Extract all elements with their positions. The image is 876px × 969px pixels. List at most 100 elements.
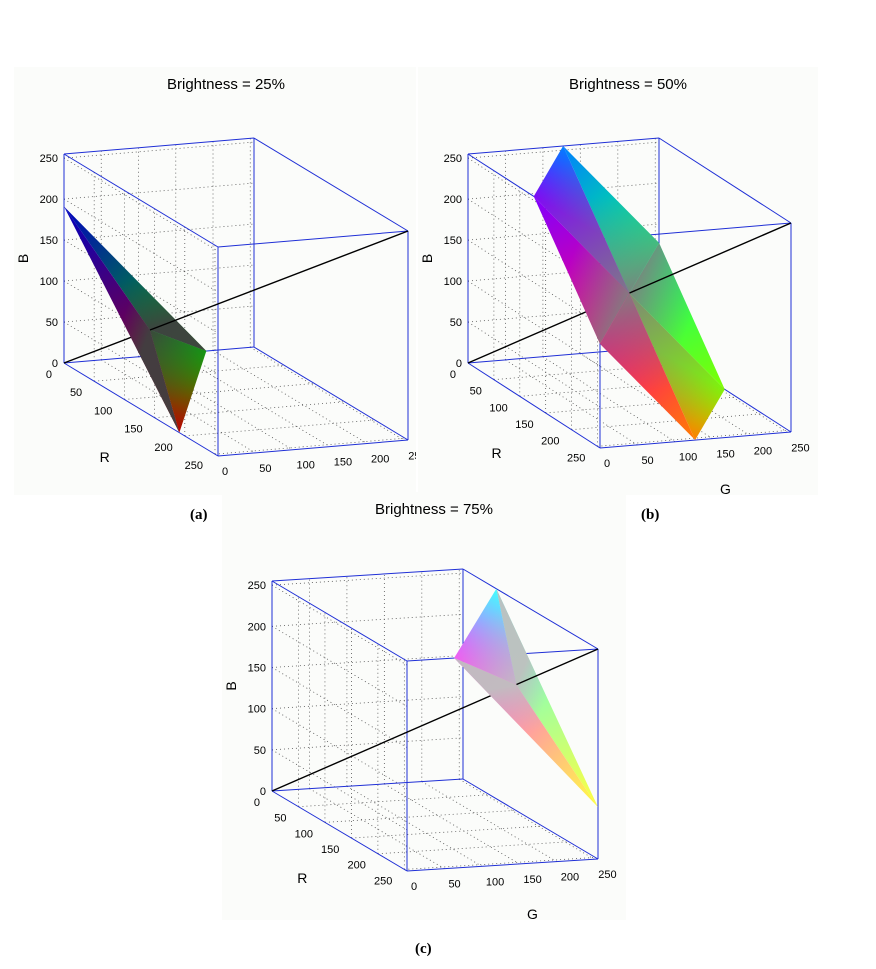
z-axis-label: B (15, 254, 31, 263)
y-tick-label: 250 (598, 869, 616, 881)
box-edge (467, 362, 601, 449)
grid-line (309, 788, 445, 869)
z-tick-label: 200 (40, 194, 58, 206)
y-tick-label: 250 (791, 442, 809, 454)
box-edge (271, 778, 464, 792)
y-tick-label: 150 (716, 449, 734, 461)
box-edge (253, 137, 409, 232)
chart-c-svg: 0 50 100 150 200 250 0 50 100 150 200 250 0 50 100 150 2… (223, 501, 617, 920)
x-tick-label: 250 (185, 460, 203, 472)
y-tick-label: 200 (561, 872, 579, 884)
y-tick-label: 200 (754, 445, 772, 457)
z-axis-label: B (223, 681, 239, 690)
chart-title: Brightness = 75% (375, 501, 493, 518)
box-edge (217, 439, 409, 457)
color-plane-shading (600, 293, 696, 441)
x-tick-label: 50 (470, 386, 482, 398)
color-plane-shading (563, 146, 659, 294)
z-tick-label: 0 (456, 358, 462, 370)
z-tick-label: 100 (248, 704, 266, 716)
z-tick-label: 0 (260, 786, 266, 798)
z-tick-label: 250 (248, 580, 266, 592)
grid-line (459, 778, 595, 860)
box-edge (253, 346, 409, 441)
gray-diagonal-line (271, 683, 517, 792)
color-plane-shading (533, 146, 630, 294)
grid-line (184, 419, 375, 437)
grid-line (212, 350, 368, 444)
box-edge (599, 431, 792, 449)
x-tick-label: 250 (374, 875, 392, 887)
box-edge (658, 137, 792, 224)
grid-line (351, 825, 543, 839)
z-tick-label: 250 (40, 153, 58, 165)
y-tick-label: 100 (486, 876, 504, 888)
grid-line (346, 785, 483, 867)
y-tick-label: 0 (604, 458, 610, 470)
caption-c: (c) (415, 941, 432, 957)
x-tick-label: 100 (94, 405, 112, 417)
x-tick-label: 250 (567, 452, 585, 464)
z-tick-label: 50 (46, 317, 58, 329)
y-tick-label: 50 (641, 455, 653, 467)
y-tick-label: 150 (523, 874, 541, 886)
x-tick-label: 200 (541, 436, 559, 448)
grid-line (298, 794, 490, 808)
grid-line (63, 141, 255, 159)
grid-line (404, 857, 596, 870)
x-tick-label: 0 (46, 369, 52, 381)
box-edge (467, 137, 660, 155)
grid-line (384, 783, 520, 865)
color-plane-shading (629, 242, 725, 390)
x-tick-label: 100 (295, 828, 313, 840)
z-tick-label: 100 (444, 276, 462, 288)
gray-diagonal-line (516, 648, 599, 686)
y-tick-label: 0 (222, 466, 228, 478)
grid-line (250, 346, 405, 441)
grid-line (271, 737, 464, 751)
chart-panel-c: 0 50 100 150 200 250 0 50 100 150 200 250 0 50 100 150 2… (222, 492, 626, 920)
box-edge (217, 230, 409, 248)
z-tick-label: 100 (40, 276, 58, 288)
grid-line (271, 655, 464, 668)
z-tick-label: 50 (254, 745, 266, 757)
x-tick-label: 150 (124, 424, 142, 436)
x-tick-label: 0 (254, 797, 260, 809)
x-tick-label: 200 (348, 860, 366, 872)
y-tick-label: 50 (259, 463, 271, 475)
box-edge (63, 137, 255, 155)
color-plane-shading (149, 330, 207, 433)
color-plane-shading (64, 206, 207, 352)
y-axis-label: G (720, 481, 731, 495)
gray-diagonal-line (149, 230, 409, 331)
chart-title: Brightness = 50% (569, 76, 687, 93)
grid-line (63, 264, 255, 282)
box-edge (271, 568, 464, 582)
color-plane-shading (629, 293, 725, 441)
z-tick-label: 0 (52, 358, 58, 370)
chart-panel-b: 0 50 100 150 200 250 0 50 100 150 200 250 0 50 100 150 2… (418, 67, 818, 495)
box-edge (406, 858, 599, 872)
caption-b: (b) (641, 507, 660, 523)
y-tick-label: 100 (297, 460, 315, 472)
caption-a: (a) (190, 507, 208, 523)
y-tick-label: 250 (408, 450, 416, 462)
x-tick-label: 0 (450, 369, 456, 381)
z-tick-label: 200 (248, 621, 266, 633)
box-edge (462, 778, 599, 860)
color-plane-shading (454, 588, 517, 685)
y-axis-label: G (527, 906, 538, 920)
color-plane-shading (64, 206, 180, 433)
y-tick-label: 0 (411, 881, 417, 893)
y-tick-label: 150 (334, 457, 352, 469)
grid-line (214, 437, 406, 455)
grid-line (271, 696, 464, 710)
x-tick-label: 50 (70, 387, 82, 399)
grid-line (271, 613, 464, 627)
box-edge (271, 790, 408, 872)
y-tick-label: 200 (371, 453, 389, 465)
chart-panel-a: 0 50 100 150 200 250 0 50 100 150 200 250 0 50 100 150 2… (14, 67, 416, 495)
chart-b-svg: 0 50 100 150 200 250 0 50 100 150 200 250 0 50 100 150 2… (419, 76, 810, 495)
box-edge (63, 362, 219, 457)
chart-a-svg: 0 50 100 150 200 250 0 50 100 150 200 250 0 50 100 150 2… (15, 76, 416, 495)
